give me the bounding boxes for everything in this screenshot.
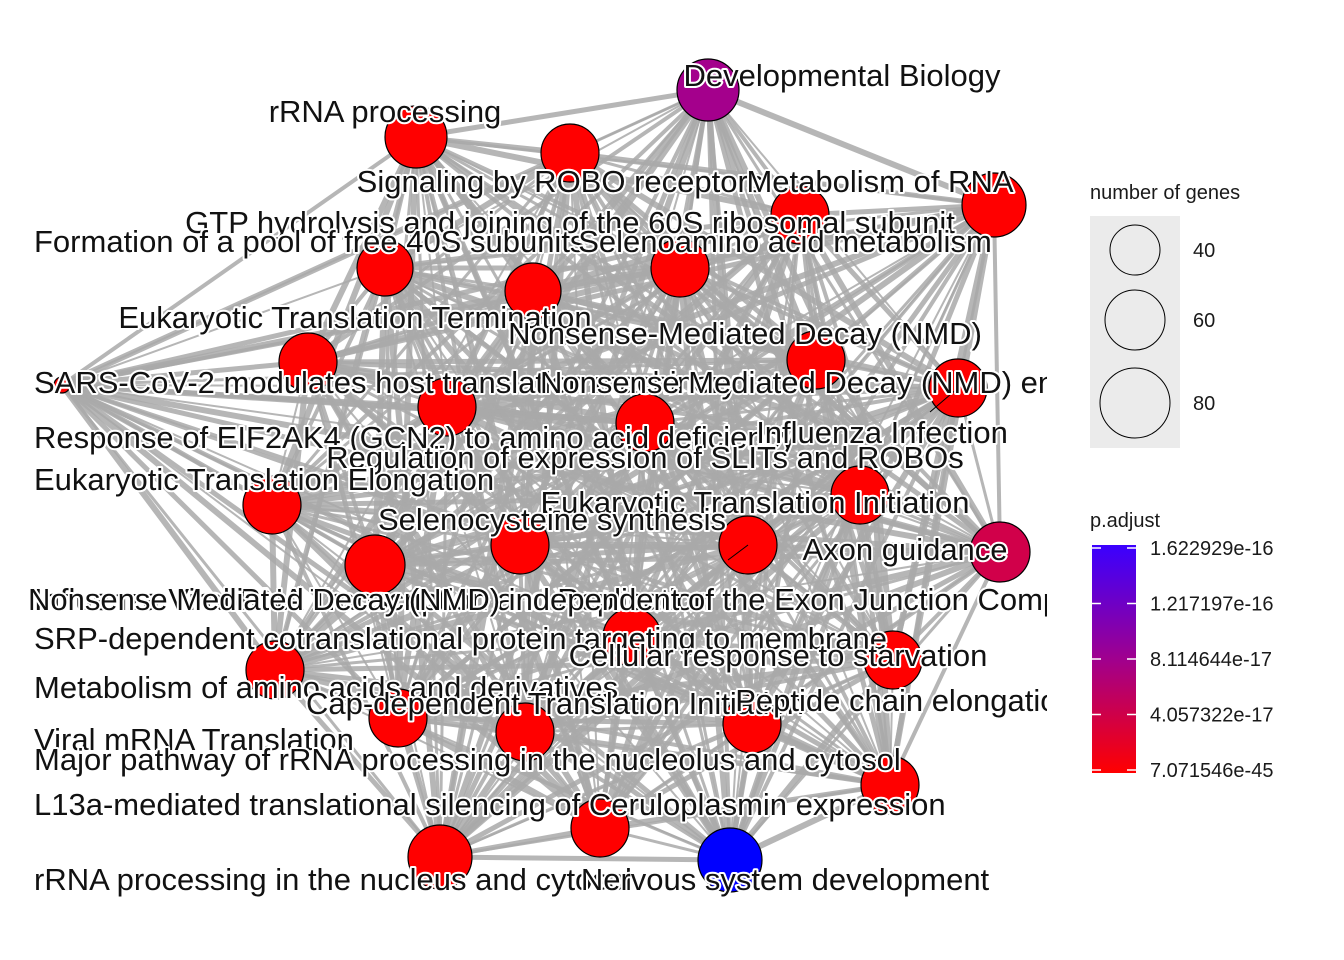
- node-label-rrna_nuc: rRNA processing in the nucleus and cytos…: [34, 862, 632, 897]
- node-label-major_rrna: Major pathway of rRNA processing in the …: [34, 742, 901, 777]
- color-legend-tick-label: 1.217197e-16: [1150, 594, 1273, 616]
- color-legend-tick-label: 7.071546e-45: [1150, 760, 1273, 782]
- size-key-80-label: 80: [1193, 393, 1215, 415]
- color-legend-tick-label: 1.622929e-16: [1150, 538, 1273, 560]
- network-edge: [440, 857, 730, 860]
- size-key-60-label: 60: [1193, 310, 1215, 332]
- node-label-rrna: rRNA processing: [269, 94, 502, 129]
- size-legend: number of genes 40 60 80: [1090, 182, 1240, 448]
- node-label-axon: Axon guidance: [802, 532, 1007, 567]
- node-label-euk_elong: Eukaryotic Translation Elongation: [34, 462, 494, 497]
- color-legend-tick-label: 8.114644e-17: [1150, 649, 1272, 671]
- node-label-metab_rna: Metabolism of RNA: [746, 164, 1013, 199]
- node-label-seleno_aa: Selenoamino acid metabolism: [578, 224, 992, 259]
- size-key-80-circle: [1100, 368, 1170, 438]
- node-label-nervous: Nervous system development: [581, 862, 990, 897]
- node-label-peptide: Peptide chain elongation: [735, 683, 1075, 718]
- color-legend-tick-label: 4.057322e-17: [1150, 705, 1273, 727]
- node-label-cap: Cap-dependent Translation Initiation: [306, 686, 804, 721]
- node-label-dev: Developmental Biology: [683, 58, 1001, 93]
- node-label-pool: Formation of a pool of free 40S subunits: [34, 224, 585, 259]
- node-label-nmd: Nonsense-Mediated Decay (NMD): [508, 316, 982, 351]
- size-key-40-label: 40: [1193, 240, 1215, 262]
- node-label-selenocys: Selenocysteine synthesis: [378, 502, 726, 537]
- node-label-nmd_indep: Nonsense Mediated Decay (NMD) independen…: [28, 582, 1100, 617]
- size-key-40-circle: [1110, 225, 1160, 275]
- node-label-starv: Cellular response to starvation: [569, 638, 988, 673]
- size-legend-title: number of genes: [1090, 182, 1240, 204]
- size-key-60-circle: [1105, 290, 1165, 350]
- node-label-robo: Signaling by ROBO receptors: [357, 164, 764, 199]
- node-label-l13a: L13a-mediated translational silencing of…: [34, 787, 946, 822]
- color-legend-title: p.adjust: [1090, 510, 1160, 532]
- color-legend: p.adjust 1.622929e-16 1.217197e-16 8.11464…: [1090, 510, 1273, 782]
- node-label-nmd_ejc: Nonsense Mediated Decay (NMD) enhanced b…: [540, 365, 1344, 400]
